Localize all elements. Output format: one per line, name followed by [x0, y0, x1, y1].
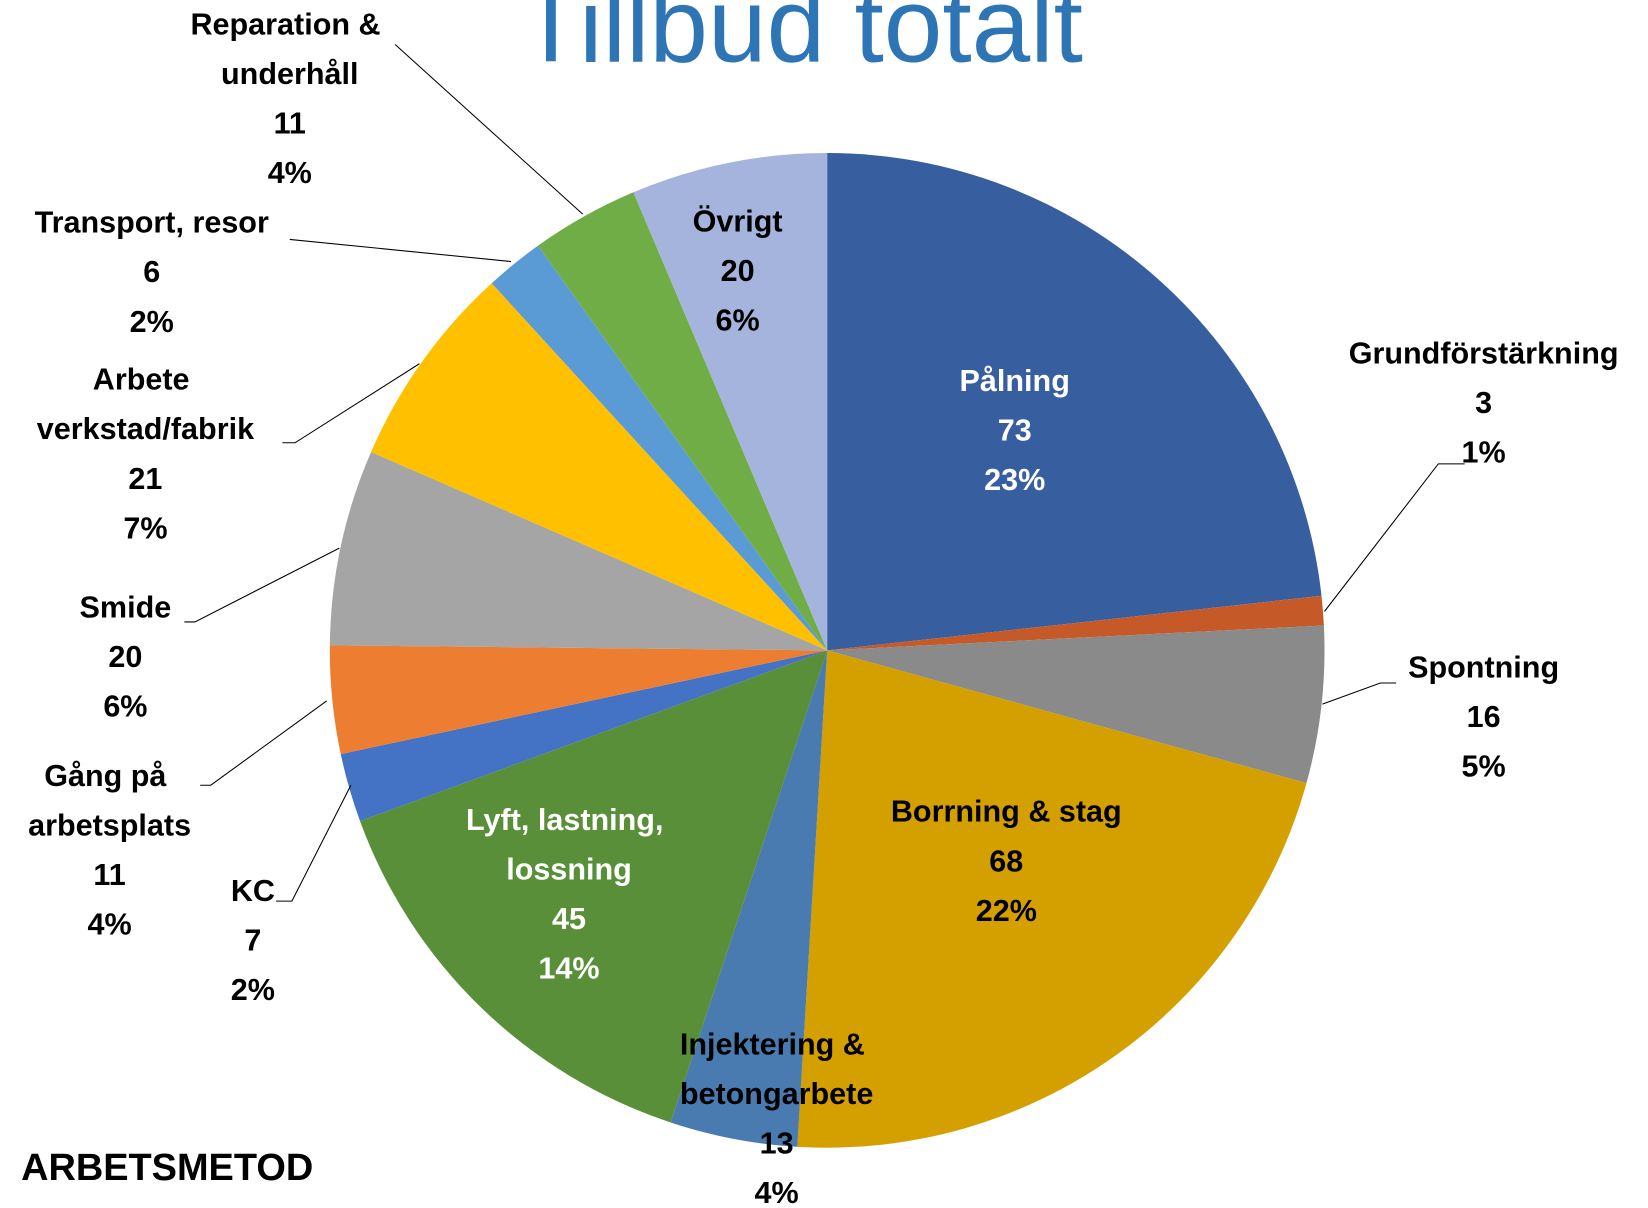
slice	[329, 452, 828, 651]
value-label: 68	[989, 844, 1023, 878]
slice	[491, 245, 828, 651]
percent-label: 2%	[130, 305, 174, 339]
leader-line	[1322, 682, 1397, 705]
leader-line	[200, 700, 327, 786]
percent-label: 22%	[976, 894, 1037, 928]
value-label: 3	[1475, 386, 1492, 420]
slice	[670, 650, 828, 1147]
category-line: Gång på	[44, 759, 175, 793]
category-label: Smide	[80, 590, 172, 624]
category-line: Lyft, lastning,	[466, 803, 672, 837]
percent-label: 23%	[984, 463, 1045, 497]
slice	[329, 645, 828, 755]
category-label: Pålning	[960, 364, 1070, 398]
leader-line	[282, 363, 420, 444]
category-line: lossning	[506, 853, 632, 887]
percent-label: 5%	[1462, 749, 1506, 783]
category-line: arbetsplats	[28, 808, 191, 842]
category-label: Grundförstärkning	[1349, 336, 1619, 370]
slice	[827, 153, 1322, 651]
slice	[797, 650, 1307, 1148]
slice	[340, 650, 828, 821]
slice	[538, 192, 828, 651]
slice	[359, 650, 828, 1123]
category-label: Gång på arbetsplats	[28, 759, 191, 843]
percent-label: 4%	[88, 907, 132, 941]
category-label: Lyft, lastning, lossning	[466, 803, 672, 887]
percent-label: 6%	[103, 689, 147, 723]
value-label: 11	[93, 858, 125, 892]
percent-label: 4%	[268, 156, 312, 190]
value-label: 73	[998, 413, 1032, 447]
category-label: Övrigt	[693, 204, 783, 239]
category-label: Reparation & underhåll	[190, 8, 389, 92]
category-label: Spontning	[1408, 650, 1559, 684]
slice	[633, 153, 828, 651]
percent-label: 2%	[231, 973, 275, 1007]
category-line: verkstad/fabrik	[37, 412, 255, 446]
category-line: Injektering &	[680, 1028, 874, 1062]
category-line: Arbete	[93, 363, 198, 397]
value-label: 20	[108, 640, 142, 674]
category-label: KC	[231, 874, 275, 908]
value-label: 11	[274, 107, 306, 141]
value-label: 16	[1467, 700, 1501, 734]
percent-label: 1%	[1462, 435, 1506, 469]
value-label: 7	[244, 923, 261, 957]
leader-line	[289, 238, 512, 263]
slice	[371, 283, 828, 651]
value-label: 6	[143, 255, 160, 289]
category-label: Arbete verkstad/fabrik	[37, 363, 255, 447]
value-label: 21	[128, 462, 162, 496]
category-label: Borrning & stag	[891, 795, 1122, 829]
percent-label: 7%	[123, 511, 167, 545]
chart-subtitle: ARBETSMETOD	[21, 1147, 313, 1189]
leader-line	[276, 784, 352, 902]
slices	[329, 153, 1325, 1148]
percent-label: 4%	[755, 1176, 799, 1208]
value-label: 45	[552, 902, 586, 936]
leader-line	[1324, 463, 1465, 612]
category-label: Transport, resor	[35, 206, 269, 240]
value-label: 13	[760, 1127, 794, 1161]
leader-line	[184, 547, 340, 623]
percent-label: 6%	[716, 304, 760, 338]
category-line: betongarbete	[680, 1077, 873, 1111]
percent-label: 14%	[538, 952, 599, 986]
value-label: 20	[721, 254, 755, 288]
leader-line	[394, 44, 584, 215]
chart-title: Tillbud totalt	[519, 0, 1083, 84]
category-label: Injektering & betongarbete	[680, 1028, 874, 1112]
slice	[827, 595, 1324, 651]
category-line: Reparation &	[190, 8, 389, 42]
category-line: underhåll	[221, 57, 358, 91]
slice	[827, 625, 1325, 784]
